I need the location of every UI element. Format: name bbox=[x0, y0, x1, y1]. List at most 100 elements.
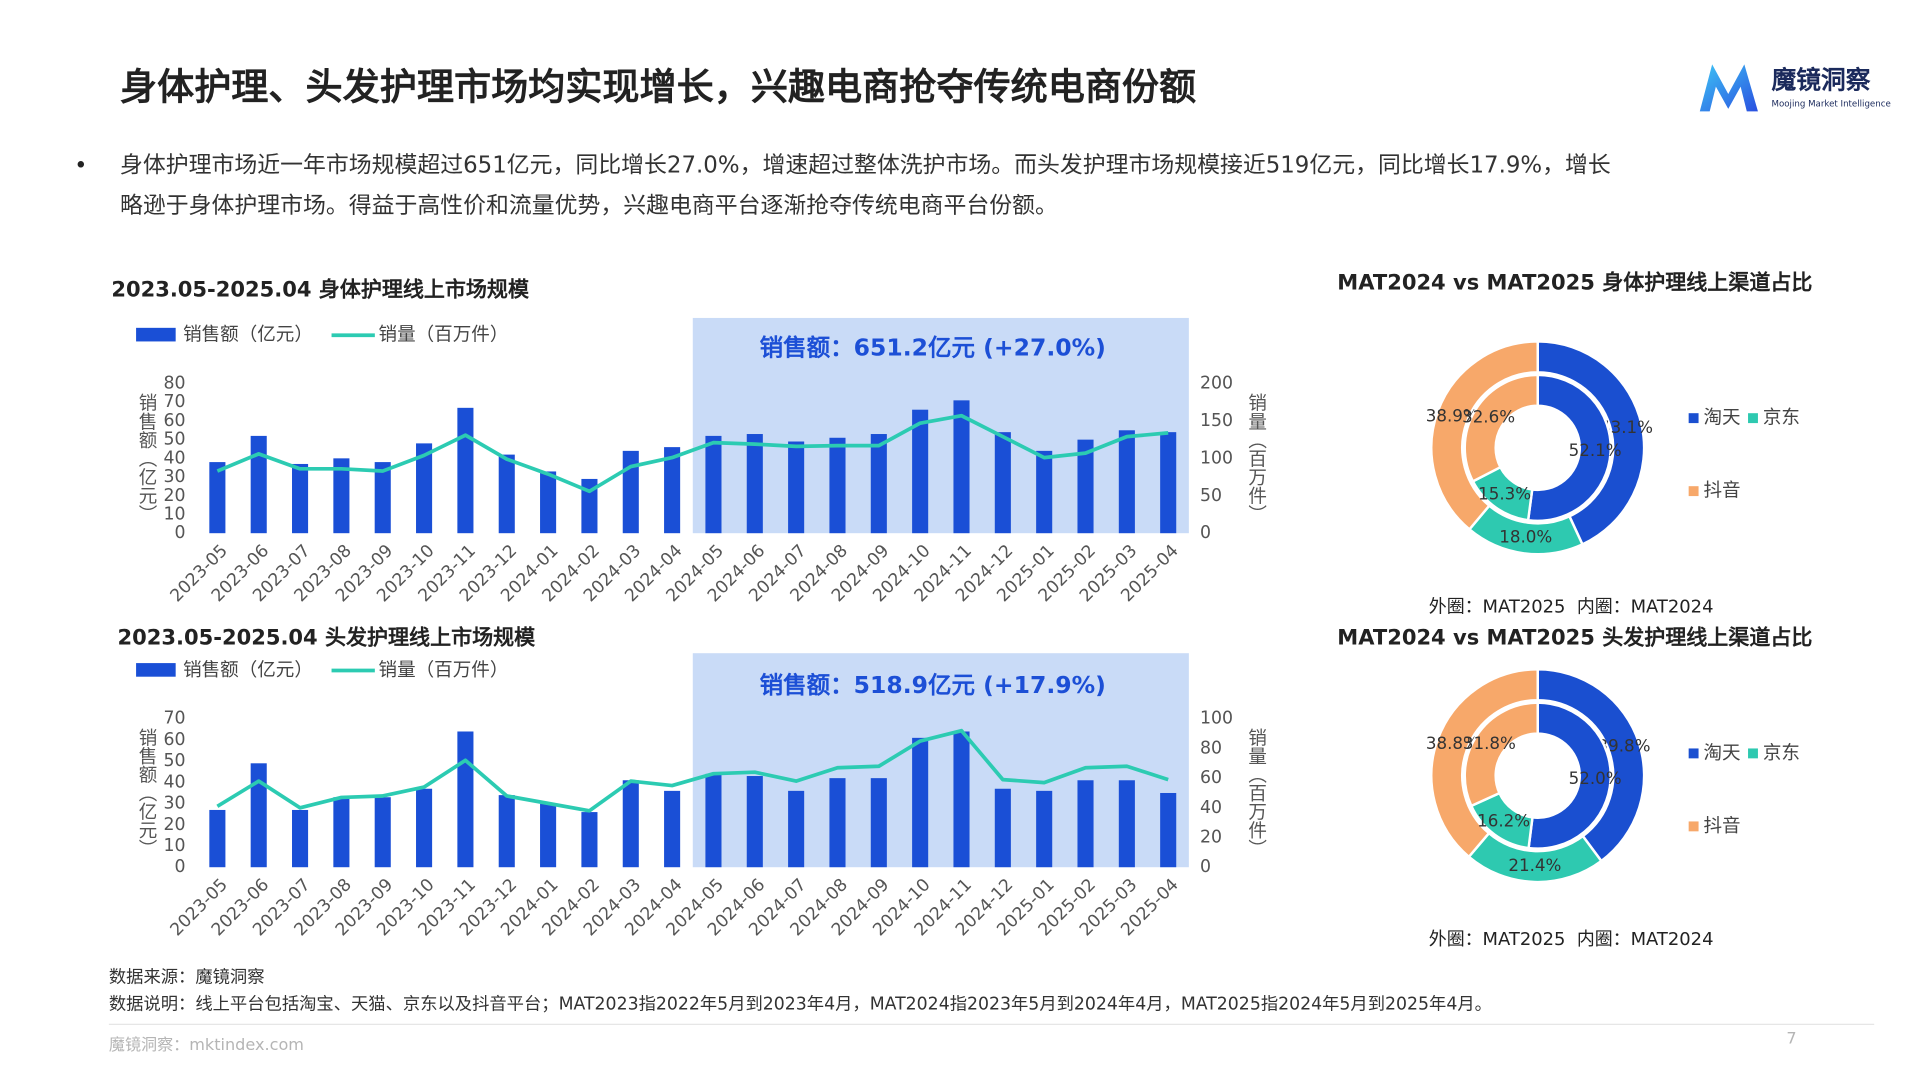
site: 魔镜洞察：mktindex.com bbox=[109, 1035, 304, 1054]
bar bbox=[664, 790, 681, 868]
bar bbox=[498, 454, 515, 534]
data-label: 43.1% bbox=[1600, 417, 1653, 437]
bar bbox=[292, 463, 309, 534]
data-label: 52.1% bbox=[1569, 440, 1622, 460]
donut-slice bbox=[1430, 340, 1539, 532]
bar bbox=[457, 407, 474, 534]
legend-swatch bbox=[1688, 821, 1699, 832]
bar bbox=[1160, 432, 1177, 534]
page-title: 身体护理、头发护理市场均实现增长，兴趣电商抢夺传统电商份额 bbox=[120, 66, 1196, 109]
data-label: 38.8% bbox=[1426, 733, 1479, 753]
legend-swatch bbox=[1748, 748, 1758, 759]
bar bbox=[1160, 792, 1177, 868]
chart-title: 2023.05-2025.04 头发护理线上市场规模 bbox=[118, 624, 537, 649]
y-tick-label: 40 bbox=[164, 772, 186, 792]
y-tick-label: 70 bbox=[164, 709, 186, 729]
summary-line: 身体护理市场近一年市场规模超过651亿元，同比增长27.0%，增速超过整体洗护市… bbox=[120, 152, 1611, 178]
bar bbox=[292, 809, 309, 868]
y-tick-label: 60 bbox=[164, 730, 186, 750]
bar bbox=[374, 462, 391, 534]
legend-label: 淘天 bbox=[1704, 743, 1741, 764]
legend-swatch bbox=[1688, 748, 1699, 759]
bar bbox=[416, 443, 433, 534]
chart-title: MAT2024 vs MAT2025 头发护理线上渠道占比 bbox=[1337, 624, 1812, 649]
bar bbox=[829, 778, 846, 868]
highlight bbox=[692, 653, 1189, 868]
bar bbox=[1077, 780, 1094, 868]
data-label: 16.2% bbox=[1477, 810, 1530, 830]
donut-slice bbox=[1536, 340, 1646, 547]
legend-label: 销量（百万件） bbox=[379, 325, 509, 346]
caption: 外圈：MAT2025 内圈：MAT2024 bbox=[1429, 596, 1714, 617]
data-label: 18.0% bbox=[1499, 526, 1552, 546]
legend-swatch bbox=[1748, 413, 1758, 424]
y-tick-label: 10 bbox=[164, 836, 186, 856]
legend-label: 销售额（亿元） bbox=[183, 325, 313, 346]
bar bbox=[1118, 430, 1135, 534]
y2-tick-label: 100 bbox=[1200, 448, 1233, 468]
y-tick-label: 0 bbox=[175, 857, 186, 877]
legend-label: 京东 bbox=[1763, 408, 1800, 429]
summary-line: 略逊于身体护理市场。得益于高性价和流量优势，兴趣电商平台逐渐抢夺传统电商平台份额… bbox=[120, 193, 1058, 219]
bar bbox=[912, 409, 929, 534]
annotation: 销售额：651.2亿元 (+27.0%) bbox=[760, 333, 1106, 361]
data-label: 31.8% bbox=[1463, 733, 1516, 753]
bar bbox=[540, 803, 557, 868]
y-tick-label: 40 bbox=[164, 448, 186, 468]
y-tick-label: 0 bbox=[175, 523, 186, 543]
line bbox=[216, 728, 1169, 813]
bar bbox=[457, 731, 474, 868]
bar bbox=[788, 790, 805, 868]
y-axis-label: 销售额（亿元） bbox=[135, 393, 156, 523]
y2-tick-label: 0 bbox=[1200, 523, 1211, 543]
bar bbox=[333, 797, 350, 868]
legend-swatch bbox=[136, 327, 176, 342]
legend-swatch bbox=[136, 663, 176, 677]
data-label: 32.6% bbox=[1462, 406, 1515, 426]
bar bbox=[870, 434, 887, 534]
y2-tick-label: 40 bbox=[1200, 798, 1222, 818]
bar bbox=[581, 478, 598, 534]
y2-tick-label: 20 bbox=[1200, 828, 1222, 848]
legend-label: 淘天 bbox=[1704, 408, 1741, 429]
legend-label: 销售额（亿元） bbox=[183, 660, 313, 681]
bar bbox=[829, 437, 846, 534]
legend-label: 京东 bbox=[1763, 743, 1800, 764]
chart-title: MAT2024 vs MAT2025 身体护理线上渠道占比 bbox=[1337, 269, 1812, 294]
legend-swatch bbox=[1688, 486, 1699, 497]
bar bbox=[994, 432, 1011, 534]
donut-slice bbox=[1463, 701, 1539, 808]
y-tick-label: 70 bbox=[164, 392, 186, 412]
bar bbox=[540, 471, 557, 534]
y2-tick-label: 0 bbox=[1200, 857, 1211, 877]
legend-label: 抖音 bbox=[1704, 481, 1741, 502]
note: 数据说明：线上平台包括淘宝、天猫、京东以及抖音平台；MAT2023指2022年5… bbox=[109, 995, 1492, 1015]
y-tick-label: 20 bbox=[164, 486, 186, 506]
y2-tick-label: 150 bbox=[1200, 411, 1233, 431]
donut-slice bbox=[1527, 701, 1612, 850]
donut-slice bbox=[1430, 668, 1539, 859]
y2-tick-label: 100 bbox=[1200, 709, 1233, 729]
bar bbox=[416, 788, 433, 868]
bar bbox=[498, 795, 515, 868]
data-label: 38.9% bbox=[1426, 405, 1479, 425]
bar bbox=[209, 462, 226, 534]
bar bbox=[746, 434, 763, 534]
bar bbox=[1036, 790, 1053, 868]
highlight bbox=[692, 317, 1189, 534]
logo-name: 魔镜洞察 bbox=[1772, 66, 1871, 95]
data-label: 52.0% bbox=[1569, 768, 1622, 788]
source: 数据来源：魔镜洞察 bbox=[109, 967, 265, 987]
bar bbox=[746, 776, 763, 868]
bar bbox=[994, 788, 1011, 868]
y-axis-label: 销售额（亿元） bbox=[135, 728, 156, 858]
y-tick-label: 80 bbox=[164, 374, 186, 394]
legend-label: 销量（百万件） bbox=[379, 660, 509, 681]
y-tick-label: 60 bbox=[164, 411, 186, 431]
annotation: 销售额：518.9亿元 (+17.9%) bbox=[760, 671, 1106, 699]
bar bbox=[705, 435, 722, 534]
bar bbox=[953, 731, 970, 868]
donut-slice bbox=[1526, 373, 1612, 523]
